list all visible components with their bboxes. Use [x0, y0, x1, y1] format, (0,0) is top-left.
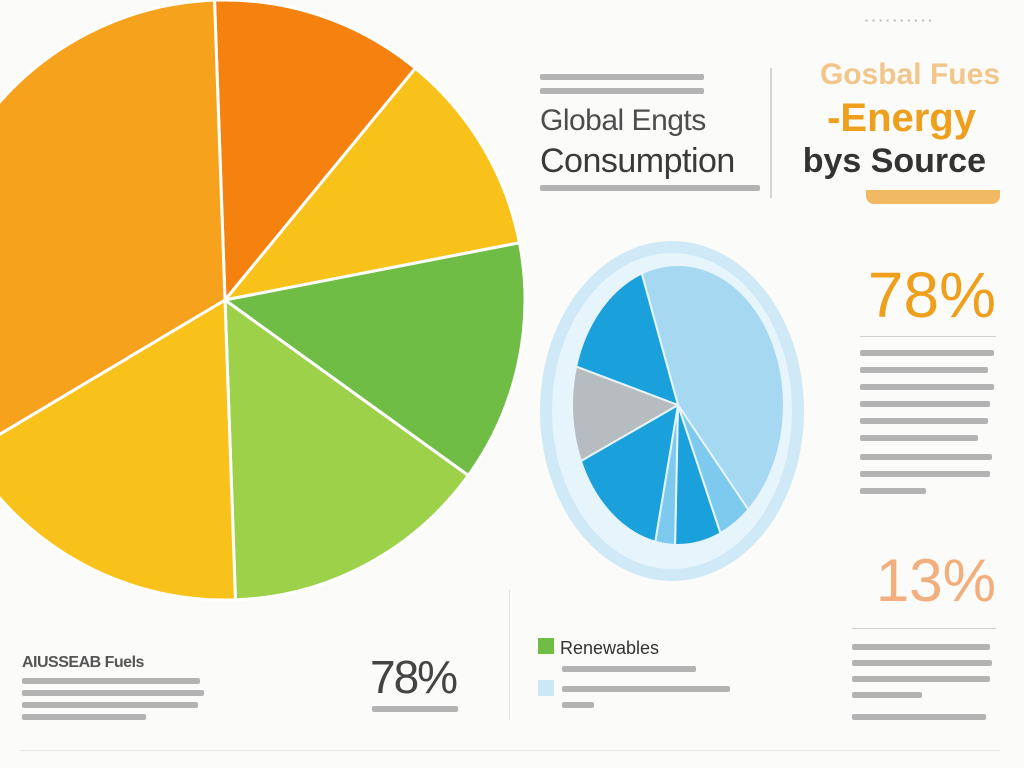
- small-pie-slice-4: [579, 404, 679, 543]
- placeholder-text: [860, 435, 978, 441]
- header-decoration: ▪ ▪ ▪ ▪ ▪ ▪ ▪ ▪ ▪ ▪: [865, 16, 933, 25]
- big-pie-slice-5: [0, 0, 227, 436]
- title-right-line3: bys Source: [802, 142, 986, 180]
- stat-bottom-value: 78%: [370, 651, 458, 703]
- title-right-line2: -Energy: [827, 96, 976, 140]
- small-pie-slice-0: [640, 264, 785, 511]
- placeholder-text: [860, 454, 992, 460]
- legend-renewables-label: Renewables: [560, 638, 660, 658]
- placeholder-text: [540, 185, 760, 191]
- placeholder-text: [22, 702, 198, 708]
- stat-top-value: 78%: [867, 259, 996, 331]
- small-pie-slice-6: [575, 272, 679, 406]
- small-pie-slice-5: [571, 365, 679, 463]
- title-main-line2: Consumption: [540, 142, 735, 180]
- legend-swatch-renewables: [538, 638, 554, 654]
- placeholder-text: [860, 401, 990, 407]
- placeholder-text: [860, 471, 990, 477]
- placeholder-text: [852, 692, 922, 698]
- placeholder-text: [860, 488, 926, 494]
- stat-middle-value: 13%: [875, 547, 996, 614]
- title-right-line1: Gosbal Fues: [819, 58, 1000, 91]
- big-pie-chart: [0, 0, 527, 602]
- big-pie-slice-3: [223, 298, 470, 602]
- legend-fossil-label: AIUSSEAB Fuels: [22, 654, 144, 671]
- placeholder-text: [540, 74, 704, 80]
- placeholder-text: [860, 367, 988, 373]
- placeholder-text: [852, 644, 990, 650]
- big-pie-slice-0: [213, 0, 417, 302]
- placeholder-text: [562, 686, 730, 692]
- placeholder-text: [852, 676, 990, 682]
- bottom-divider: [509, 590, 510, 720]
- placeholder-text: [562, 666, 696, 672]
- small-pie-chart: [571, 264, 785, 546]
- big-pie-slice-4: [0, 298, 237, 602]
- legend-swatch-other: [538, 680, 554, 696]
- divider: [860, 336, 996, 337]
- placeholder-text: [22, 690, 204, 696]
- title-divider: [770, 68, 772, 198]
- big-pie-slice-2: [223, 241, 527, 477]
- placeholder-text: [562, 702, 594, 708]
- placeholder-text: [22, 714, 146, 720]
- title-underline: [866, 190, 1000, 204]
- title-main-line1: Global Engts: [540, 104, 706, 137]
- placeholder-text: [852, 714, 986, 720]
- placeholder-text: [852, 660, 992, 666]
- placeholder-text: [860, 350, 994, 356]
- placeholder-text: [540, 88, 704, 94]
- big-pie-slice-1: [223, 66, 521, 302]
- frame-line: [20, 750, 1000, 751]
- placeholder-text: [860, 384, 994, 390]
- divider: [852, 628, 996, 629]
- placeholder-text: [372, 706, 458, 712]
- placeholder-text: [860, 418, 988, 424]
- placeholder-text: [22, 678, 200, 684]
